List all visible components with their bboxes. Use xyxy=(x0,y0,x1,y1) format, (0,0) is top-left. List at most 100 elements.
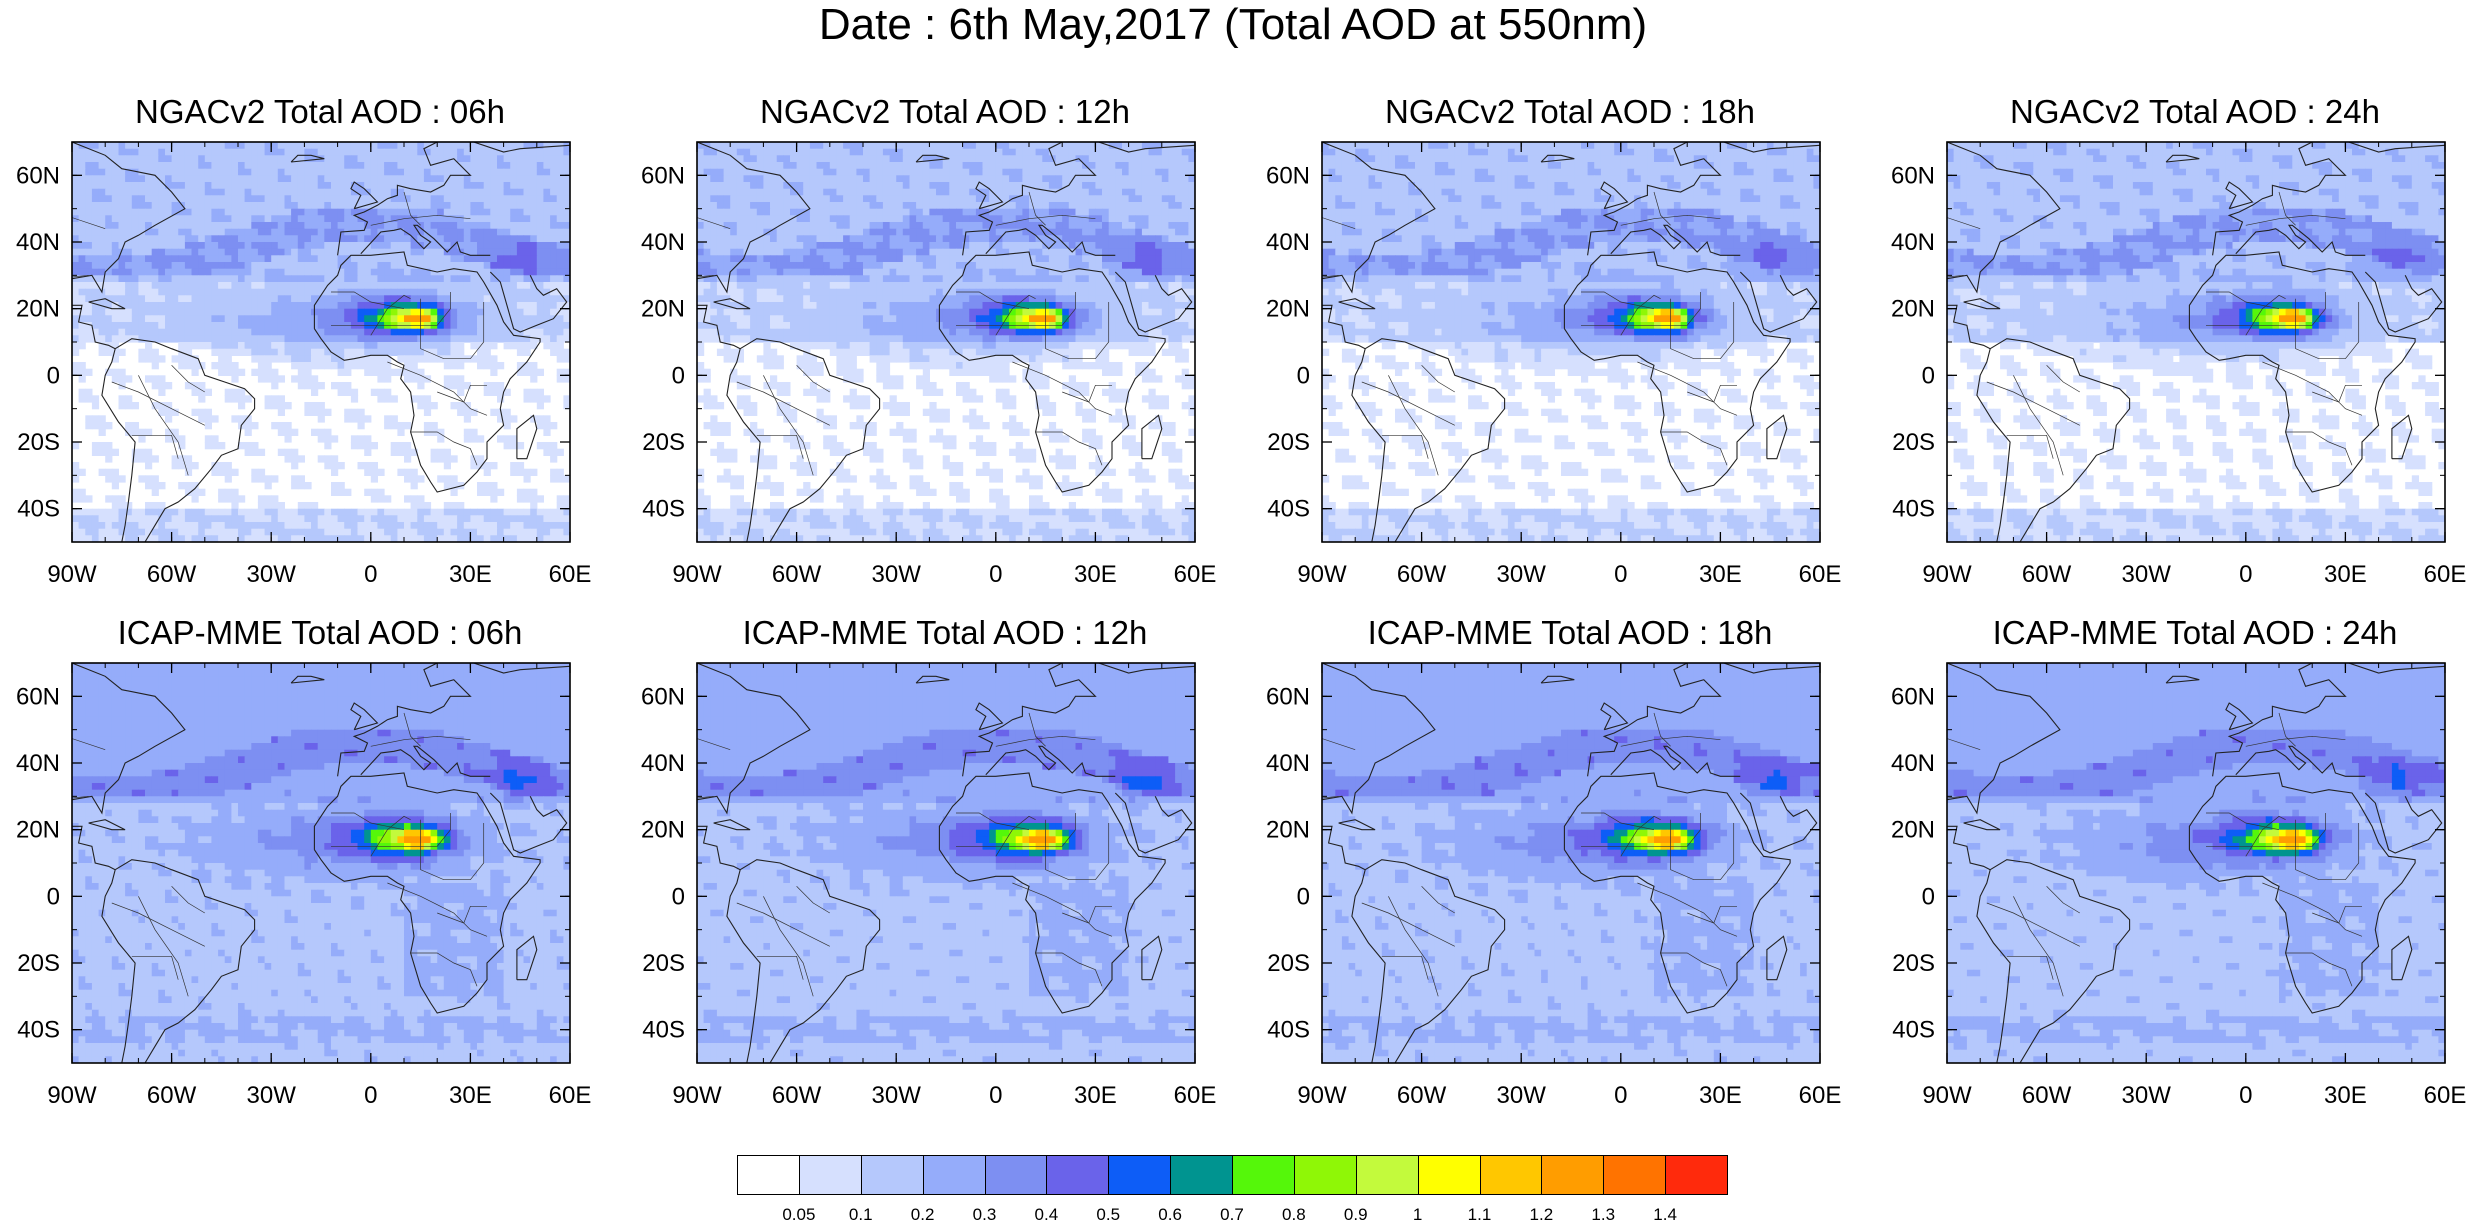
lat-tick-label: 20N xyxy=(641,817,685,844)
aod-field xyxy=(1947,142,2446,543)
lon-tick-label: 60E xyxy=(1174,561,1217,588)
colorbar-label: 0.5 xyxy=(1078,1205,1138,1225)
lat-tick-label: 40N xyxy=(1891,750,1935,777)
lon-tick-label: 90W xyxy=(672,1082,722,1109)
aod-field xyxy=(1947,663,2446,1064)
colorbar-swatch xyxy=(1603,1155,1666,1195)
lon-tick-label: 60E xyxy=(2424,561,2466,588)
lat-tick-label: 20N xyxy=(16,296,60,323)
lon-tick-label: 90W xyxy=(47,1082,97,1109)
lon-tick-label: 30E xyxy=(449,1082,492,1109)
lon-tick-label: 90W xyxy=(1922,1082,1972,1109)
colorbar-swatch xyxy=(1294,1155,1357,1195)
lon-tick-label: 30E xyxy=(1074,1082,1117,1109)
colorbar-swatch xyxy=(1418,1155,1481,1195)
lat-tick-label: 20S xyxy=(1267,429,1310,456)
lat-tick-label: 40S xyxy=(1267,1017,1310,1044)
colorbar-label: 0.9 xyxy=(1326,1205,1386,1225)
colorbar-label: 1.1 xyxy=(1450,1205,1510,1225)
lat-tick-label: 60N xyxy=(1891,683,1935,710)
lon-tick-label: 60W xyxy=(772,561,822,588)
lat-tick-label: 0 xyxy=(1922,883,1935,910)
lat-tick-label: 60N xyxy=(641,162,685,189)
lat-tick-label: 20S xyxy=(17,950,60,977)
colorbar-label: 1.2 xyxy=(1511,1205,1571,1225)
lat-tick-label: 40N xyxy=(641,750,685,777)
lat-tick-label: 20S xyxy=(17,429,60,456)
colorbar-label: 0.2 xyxy=(893,1205,953,1225)
lat-tick-label: 40N xyxy=(1891,229,1935,256)
colorbar-label: 0.4 xyxy=(1016,1205,1076,1225)
lon-tick-label: 30W xyxy=(247,561,297,588)
lat-tick-label: 20N xyxy=(1891,296,1935,323)
lat-tick-label: 20N xyxy=(641,296,685,323)
lat-tick-label: 20S xyxy=(1267,950,1310,977)
lat-tick-label: 40S xyxy=(642,1017,685,1044)
lon-tick-label: 30W xyxy=(1497,561,1547,588)
lat-tick-label: 60N xyxy=(641,683,685,710)
colorbar-swatch xyxy=(799,1155,862,1195)
colorbar-label: 0.6 xyxy=(1140,1205,1200,1225)
lat-tick-label: 0 xyxy=(47,362,60,389)
lon-tick-label: 60E xyxy=(549,561,592,588)
lon-tick-label: 90W xyxy=(1922,561,1972,588)
lon-tick-label: 30E xyxy=(1699,561,1742,588)
lon-tick-label: 60E xyxy=(1174,1082,1217,1109)
aod-field xyxy=(1322,663,1821,1064)
aod-field xyxy=(697,142,1196,543)
colorbar-swatch xyxy=(1108,1155,1171,1195)
lat-tick-label: 0 xyxy=(1297,883,1310,910)
lat-tick-label: 40N xyxy=(16,750,60,777)
lon-tick-label: 60W xyxy=(2022,1082,2072,1109)
lon-tick-label: 60W xyxy=(2022,561,2072,588)
colorbar-label: 0.05 xyxy=(769,1205,829,1225)
lat-tick-label: 0 xyxy=(672,883,685,910)
lat-tick-label: 60N xyxy=(1266,162,1310,189)
lon-tick-label: 90W xyxy=(672,561,722,588)
lat-tick-label: 20N xyxy=(1891,817,1935,844)
lat-tick-label: 60N xyxy=(1266,683,1310,710)
lon-tick-label: 90W xyxy=(1297,561,1347,588)
aod-field xyxy=(72,142,571,543)
lat-tick-label: 20N xyxy=(1266,817,1310,844)
lon-tick-label: 60W xyxy=(1397,1082,1447,1109)
lat-tick-label: 20S xyxy=(1892,429,1935,456)
colorbar-label: 0.3 xyxy=(955,1205,1015,1225)
colorbar-swatch xyxy=(1665,1155,1728,1195)
lat-tick-label: 40N xyxy=(641,229,685,256)
lon-tick-label: 60E xyxy=(1799,1082,1842,1109)
colorbar-label: 0.8 xyxy=(1264,1205,1324,1225)
lon-tick-label: 30E xyxy=(1074,561,1117,588)
lat-tick-label: 40N xyxy=(1266,229,1310,256)
lon-tick-label: 30W xyxy=(2122,1082,2172,1109)
lon-tick-label: 30W xyxy=(872,1082,922,1109)
lon-tick-label: 30E xyxy=(2324,1082,2367,1109)
lon-tick-label: 30W xyxy=(247,1082,297,1109)
lat-tick-label: 20S xyxy=(642,429,685,456)
lat-tick-label: 40N xyxy=(1266,750,1310,777)
colorbar-swatch xyxy=(737,1155,800,1195)
aod-field xyxy=(1322,142,1821,543)
lon-tick-label: 90W xyxy=(47,561,97,588)
lon-tick-label: 0 xyxy=(1614,1082,1627,1109)
colorbar-swatch xyxy=(1480,1155,1543,1195)
figure-title: Date : 6th May,2017 (Total AOD at 550nm) xyxy=(0,0,2466,50)
lon-tick-label: 60E xyxy=(2424,1082,2466,1109)
lon-tick-label: 30W xyxy=(2122,561,2172,588)
colorbar-label: 1.3 xyxy=(1573,1205,1633,1225)
colorbar-swatch xyxy=(861,1155,924,1195)
lat-tick-label: 0 xyxy=(1922,362,1935,389)
lon-tick-label: 30W xyxy=(1497,1082,1547,1109)
lon-tick-label: 30W xyxy=(872,561,922,588)
lon-tick-label: 60W xyxy=(147,561,197,588)
